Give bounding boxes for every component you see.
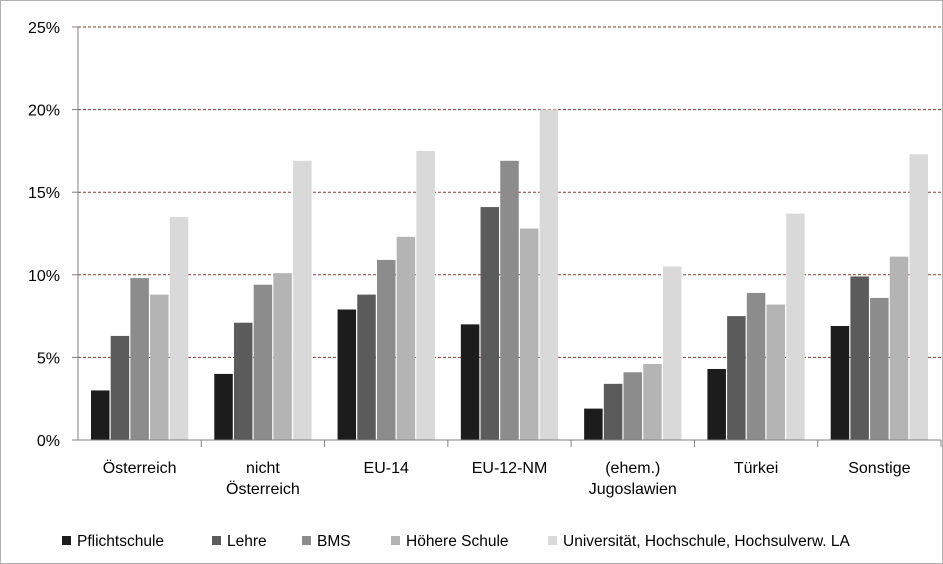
legend-label: Pflichtschule xyxy=(77,533,164,550)
bar-pflichtschule xyxy=(214,373,233,440)
y-tick-label: 0% xyxy=(37,433,60,450)
bars xyxy=(90,109,929,441)
legend-label: BMS xyxy=(317,533,351,550)
bar-bms xyxy=(253,284,273,440)
bar-lehre xyxy=(480,207,500,440)
y-tick-label: 15% xyxy=(28,185,60,202)
bar-bms xyxy=(130,278,149,440)
bar-pflichtschule xyxy=(90,390,110,440)
x-tick-label: Österreich xyxy=(103,459,177,477)
bar-universit-t-hochschule-hochsulverw-la xyxy=(416,150,435,440)
legend-swatch xyxy=(62,536,71,545)
x-tick-label: EU-12-NM xyxy=(472,460,548,477)
bar-h-here-schule xyxy=(766,304,786,440)
legend-swatch xyxy=(212,536,221,545)
y-tick-label: 10% xyxy=(28,268,60,285)
bar-universit-t-hochschule-hochsulverw-la xyxy=(169,216,189,440)
bar-h-here-schule xyxy=(889,256,909,440)
legend-swatch xyxy=(302,536,311,545)
bar-bms xyxy=(870,297,889,440)
bar-pflichtschule xyxy=(337,309,357,440)
legend: Pflichtschule Lehre BMS Höhere Schule Univer… xyxy=(62,533,851,550)
bar-h-here-schule xyxy=(273,273,292,440)
bar-bms xyxy=(500,160,519,440)
x-axis-ticks: Österreich nicht Österreich EU-14 EU-12-NM (e… xyxy=(103,459,911,498)
bar-h-here-schule xyxy=(396,236,416,440)
x-tick-label: (ehem.) Jugoslawien xyxy=(589,460,677,498)
bar-h-here-schule xyxy=(643,364,662,440)
x-tick-label: Sonstige xyxy=(848,460,910,477)
legend-swatch xyxy=(391,536,400,545)
legend-swatch xyxy=(548,536,557,545)
bar-h-here-schule xyxy=(150,294,169,440)
bar-bms xyxy=(746,292,766,440)
bar-universit-t-hochschule-hochsulverw-la xyxy=(662,266,682,440)
y-tick-label: 20% xyxy=(28,103,60,120)
bar-lehre xyxy=(727,316,746,440)
bar-pflichtschule xyxy=(830,326,850,440)
bar-lehre xyxy=(850,276,869,440)
x-tick-label: Türkei xyxy=(734,460,778,477)
bar-lehre xyxy=(233,322,253,440)
bar-pflichtschule xyxy=(707,368,726,440)
bar-pflichtschule xyxy=(584,408,603,440)
x-tick-label: EU-14 xyxy=(364,460,409,477)
bar-universit-t-hochschule-hochsulverw-la xyxy=(909,154,929,441)
axes xyxy=(72,26,942,447)
legend-label: Universität, Hochschule, Hochsulverw. LA xyxy=(563,533,851,550)
bar-lehre xyxy=(603,383,623,440)
x-tick-label: nicht Österreich xyxy=(226,460,300,498)
bar-pflichtschule xyxy=(460,324,480,440)
bar-h-here-schule xyxy=(519,228,539,440)
bar-lehre xyxy=(110,335,130,440)
y-axis-ticks: 0% 5% 10% 15% 20% 25% xyxy=(28,20,60,450)
y-tick-label: 25% xyxy=(28,20,60,37)
y-tick-label: 5% xyxy=(37,350,60,367)
bar-universit-t-hochschule-hochsulverw-la xyxy=(539,109,559,440)
bar-universit-t-hochschule-hochsulverw-la xyxy=(786,213,805,440)
bar-lehre xyxy=(357,294,376,440)
legend-label: Lehre xyxy=(227,533,267,550)
bar-bms xyxy=(623,372,643,440)
bar-bms xyxy=(376,259,396,440)
bar-universit-t-hochschule-hochsulverw-la xyxy=(293,160,312,440)
legend-label: Höhere Schule xyxy=(406,533,509,550)
